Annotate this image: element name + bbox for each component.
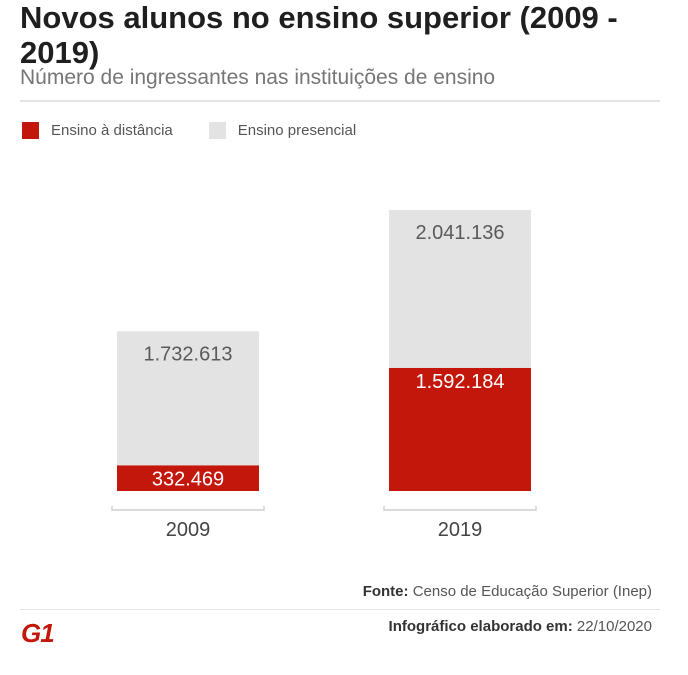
credit-note: Infográfico elaborado em: 22/10/2020 <box>389 618 652 635</box>
value-label-2019-presencial: 2.041.136 <box>416 222 505 244</box>
bar-2009-presencial <box>117 331 259 466</box>
chart-subtitle: Número de ingressantes nas instituições … <box>20 66 496 89</box>
source-text: Censo de Educação Superior (Inep) <box>412 583 652 600</box>
category-label-2009: 2009 <box>166 519 211 541</box>
category-label-2019: 2019 <box>438 519 483 541</box>
g1-logo: G1 <box>21 618 55 648</box>
legend-item-presencial: Ensino presencial <box>208 122 357 139</box>
axis-bracket-2019 <box>383 506 537 511</box>
legend-label-distancia: Ensino à distância <box>51 122 173 139</box>
legend: Ensino à distância Ensino presencial <box>22 122 392 139</box>
axis-bracket-2009 <box>111 506 265 511</box>
legend-label-presencial: Ensino presencial <box>237 122 357 139</box>
footer-divider <box>20 609 660 610</box>
credit-date: 22/10/2020 <box>576 618 652 635</box>
bar-2009-distancia <box>117 465 259 491</box>
bar-2019-distancia <box>389 367 531 491</box>
source-label: Fonte: <box>362 583 409 600</box>
bar-2019-presencial <box>389 210 531 368</box>
chart-title: Novos alunos no ensino superior (2009 - … <box>20 0 618 70</box>
stacked-bar-chart: 332.469 1.732.613 2009 1.592.184 2.041.136 20… <box>111 210 537 541</box>
credit-label: Infográfico elaborado em: <box>388 618 573 635</box>
legend-swatch-distancia <box>22 122 39 139</box>
legend-item-distancia: Ensino à distância <box>22 122 173 139</box>
value-label-2019-distancia: 1.592.184 <box>416 371 505 393</box>
value-label-2009-distancia: 332.469 <box>152 468 224 490</box>
source-note: Fonte: Censo de Educação Superior (Inep) <box>363 583 652 600</box>
value-label-2009-presencial: 1.732.613 <box>144 343 233 365</box>
legend-swatch-presencial <box>208 122 226 139</box>
header-divider <box>20 100 660 102</box>
